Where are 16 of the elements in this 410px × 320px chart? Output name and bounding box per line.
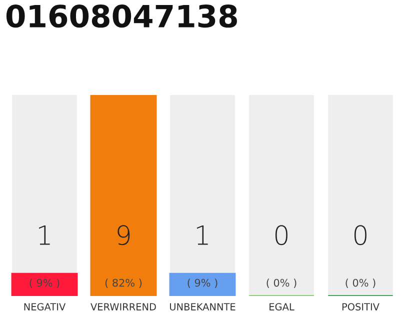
x-tick-label: EGAL [270,303,294,310]
x-tick-label: UNBEKANNTE [170,303,236,310]
annotation: ( 0% ) [346,278,376,288]
data-label: 0 [354,225,366,246]
data-label: 1 [39,225,50,245]
annotation: ( 0% ) [266,278,296,288]
x-tick-label: VERWIRREND [90,303,156,310]
data-label: 0 [275,225,288,246]
chart-title: 01608047138 [6,4,237,28]
annotation: ( 9% ) [188,278,218,288]
data-label: 9 [118,225,130,246]
data-label: 1 [197,225,208,245]
annotation: ( 9% ) [30,278,60,288]
x-tick-label: POSITIV [342,303,380,310]
annotation: ( 82% ) [105,278,142,288]
x-tick-label: NEGATIV [24,303,66,310]
